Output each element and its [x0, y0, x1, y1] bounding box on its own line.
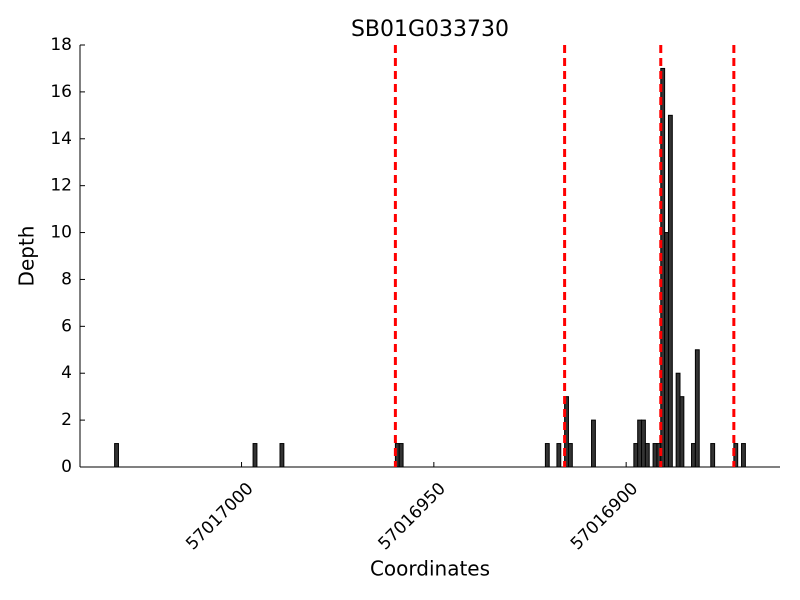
bar — [679, 396, 685, 468]
bar — [741, 443, 746, 468]
y-tick-label: 18 — [50, 35, 72, 55]
bar — [691, 443, 696, 468]
bar — [641, 419, 646, 468]
bar — [667, 114, 673, 468]
bar — [556, 443, 562, 468]
chart-title: SB01G033730 — [351, 17, 509, 42]
bar — [591, 419, 596, 468]
bar — [644, 443, 650, 468]
y-tick-label: 2 — [61, 410, 72, 430]
bar — [567, 443, 573, 468]
bar — [694, 349, 700, 468]
bar — [252, 443, 258, 468]
bar — [652, 443, 658, 468]
bar — [398, 443, 404, 468]
y-tick-label: 10 — [50, 223, 72, 243]
x-tick-label: 57016950 — [375, 479, 450, 554]
y-axis-label: Depth — [15, 226, 39, 287]
y-tick-label: 0 — [61, 457, 72, 477]
y-tick-label: 4 — [61, 363, 72, 383]
bar — [664, 232, 669, 468]
bar — [675, 372, 681, 468]
y-tick-label: 14 — [50, 129, 72, 149]
x-tick-label: 57016900 — [567, 479, 642, 554]
bar — [114, 443, 119, 468]
bar — [564, 396, 569, 468]
bar — [710, 443, 716, 468]
bar — [544, 443, 550, 468]
y-tick-label: 12 — [50, 176, 72, 196]
y-tick-label: 6 — [61, 316, 72, 336]
y-tick-label: 16 — [50, 82, 72, 102]
bar — [279, 443, 285, 468]
y-tick-label: 8 — [61, 269, 72, 289]
x-axis-label: Coordinates — [370, 557, 490, 581]
x-tick-label: 57017000 — [182, 479, 257, 554]
bar — [637, 419, 643, 468]
bar — [633, 443, 639, 468]
